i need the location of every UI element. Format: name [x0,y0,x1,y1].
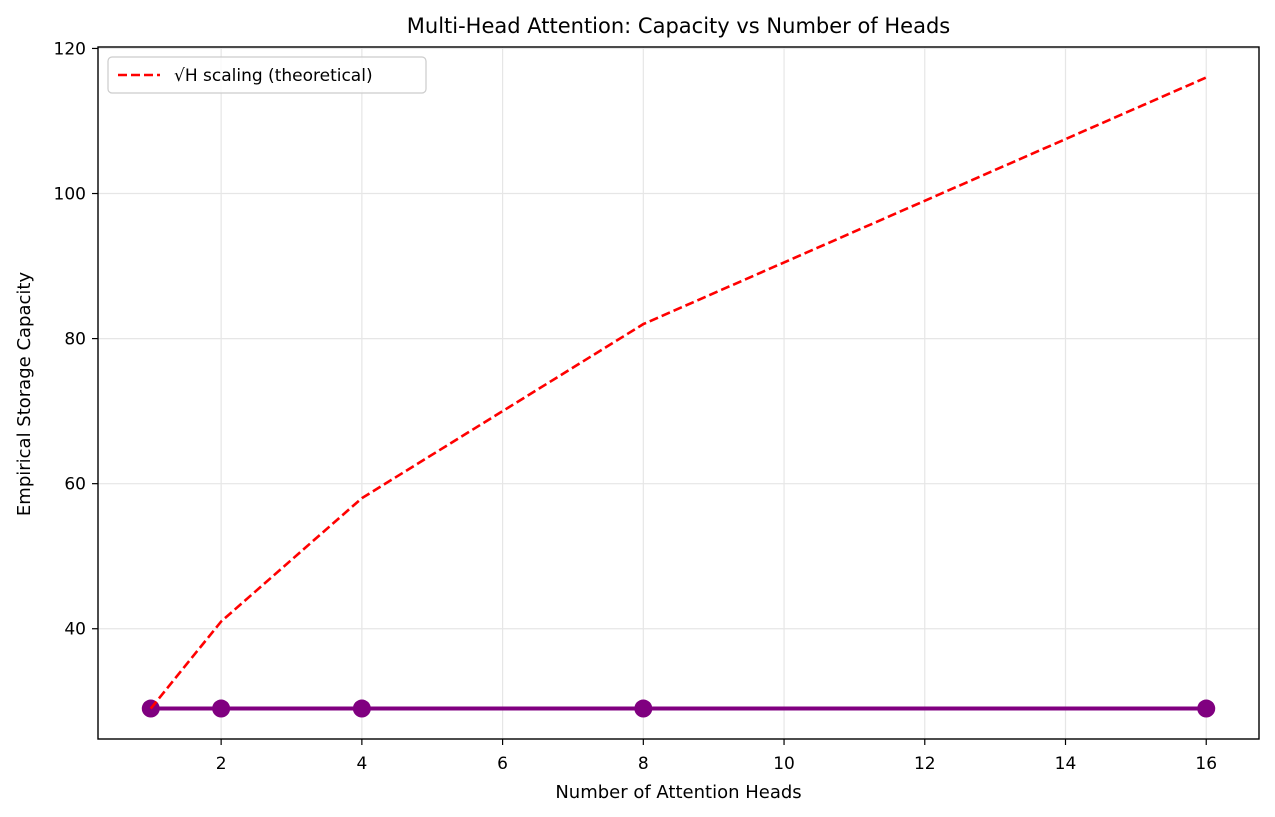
grid [98,47,1259,739]
y-tick-label: 60 [64,475,86,495]
x-tick-label: 4 [356,754,367,774]
x-tick-label: 6 [497,754,508,774]
theoretical-scaling-line [149,76,1207,710]
chart-title: Multi-Head Attention: Capacity vs Number… [407,14,950,38]
x-tick-label: 16 [1195,754,1217,774]
y-tick-label: 80 [64,330,86,350]
empirical-capacity-point [352,699,371,718]
legend-box [107,56,427,94]
x-tick-label: 2 [216,754,227,774]
y-tick-label: 120 [54,39,86,59]
empirical-capacity-point [212,699,231,718]
x-tick-label: 14 [1055,754,1077,774]
legend-label: √H scaling (theoretical) [174,66,373,86]
legend: √H scaling (theoretical) [107,56,427,94]
x-tick-label: 8 [638,754,649,774]
y-tick-label: 100 [54,185,86,205]
x-axis-title: Number of Attention Heads [555,782,801,803]
plot-area-frame [97,46,1260,740]
y-axis-title: Empirical Storage Capacity [14,272,35,517]
y-tick-label: 40 [64,620,86,640]
plot-series [141,76,1216,718]
axis-ticks: 2 4 6 8 10 12 14 16 40 60 80 100 120 [54,39,1218,774]
empirical-capacity-point [1197,699,1216,718]
x-tick-label: 10 [773,754,795,774]
x-tick-label: 12 [914,754,936,774]
empirical-capacity-point [634,699,653,718]
